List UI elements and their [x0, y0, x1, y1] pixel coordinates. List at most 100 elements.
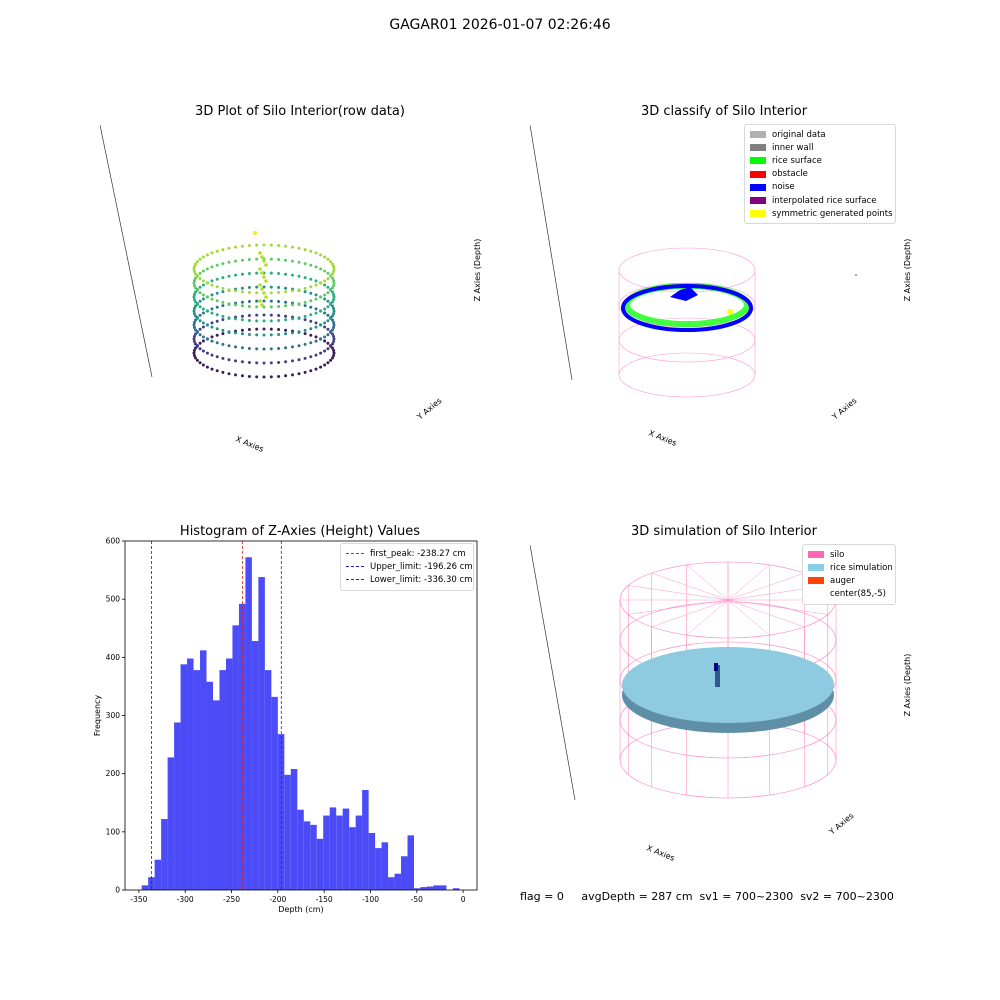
- panel4-xaxis: [530, 545, 576, 801]
- panel1-point: [326, 271, 330, 275]
- panel1-point: [253, 231, 257, 235]
- histogram-bar: [342, 808, 350, 890]
- panel1-point: [234, 289, 237, 293]
- panel2-legend: original data inner wall rice surface obsta…: [744, 124, 896, 225]
- panel1-point: [240, 318, 244, 322]
- panel1-point: [234, 373, 237, 377]
- panel4-3d-simulation[interactable]: -400-2000200400600-600-400-2000200400600…: [530, 545, 960, 880]
- panel2-ytick-label: 1000: [530, 125, 548, 127]
- panel1-point: [303, 314, 307, 318]
- panel1-point: [291, 289, 294, 293]
- panel1-point: [201, 269, 205, 273]
- panel4-xtick-label: 200: [530, 545, 537, 547]
- panel1-point: [227, 344, 231, 348]
- panel2-legend-swatch: [750, 210, 766, 218]
- panel1-xtick-label: 1250: [100, 125, 109, 127]
- panel1-point: [215, 285, 219, 289]
- panel1-point: [326, 299, 330, 303]
- panel2-legend-swatch: [750, 131, 766, 139]
- panel1-point: [192, 307, 196, 310]
- panel1-xtick-label: 0: [100, 125, 102, 127]
- panel1-point: [192, 326, 196, 329]
- panel1-ytick-label: 500: [100, 125, 113, 127]
- panel1-point: [234, 317, 237, 321]
- panel1-xlabel: X Axies: [234, 435, 265, 454]
- panel1-point: [277, 375, 281, 378]
- panel1-point: [201, 363, 205, 367]
- panel2-legend-item: original data: [750, 128, 890, 141]
- panel2-legend-swatch: [750, 183, 766, 191]
- panel1-point: [210, 279, 214, 283]
- panel1-point: [215, 327, 219, 331]
- panel2-xtick-label: 250: [530, 125, 537, 127]
- panel1-point: [221, 370, 225, 374]
- panel1-point: [323, 335, 327, 339]
- panel2-ztick-label: -750: [530, 125, 546, 127]
- panel1-ytick-label: 1000: [100, 125, 118, 127]
- panel1-point: [319, 351, 323, 355]
- histogram-ytick-label: 500: [106, 595, 121, 604]
- panel1-point: [262, 333, 266, 337]
- panel1-point: [215, 319, 219, 323]
- histogram-legend-item: Lower_limit: -336.30 cm: [346, 573, 472, 586]
- panel1-point: [262, 299, 266, 303]
- histogram-xtick-label: -300: [177, 895, 194, 904]
- histogram-ytick-label: 600: [106, 537, 121, 546]
- panel1-point: [215, 291, 219, 295]
- panel1-point: [221, 314, 225, 318]
- panel1-xaxis: [100, 125, 153, 378]
- panel1-point: [201, 297, 205, 301]
- panel1-point: [314, 307, 318, 311]
- panel1-point: [255, 347, 259, 351]
- panel1-point: [227, 246, 231, 250]
- panel1-point: [332, 284, 336, 287]
- panel1-point: [314, 353, 318, 357]
- panel1-point: [260, 303, 264, 307]
- histogram-legend-swatch: [346, 566, 364, 568]
- panel1-point: [195, 316, 199, 320]
- panel1-point: [195, 274, 199, 278]
- panel4-silo-roof-wire: [727, 572, 805, 601]
- panel1-point: [303, 370, 307, 374]
- panel1-point: [215, 299, 219, 303]
- panel1-point: [332, 267, 336, 271]
- panel1-point: [240, 272, 244, 276]
- panel2-legend-item: noise: [750, 181, 890, 194]
- panel1-point: [264, 263, 268, 267]
- panel1-point: [260, 255, 264, 259]
- histogram-bar: [200, 650, 207, 890]
- panel1-point: [309, 263, 313, 267]
- panel4-auger-top: [714, 663, 718, 671]
- panel1-point: [194, 314, 197, 318]
- panel1-point: [303, 276, 307, 280]
- panel1-point: [210, 251, 214, 255]
- panel1-3d-plot[interactable]: -500-250025050075010001250-5000500100015…: [100, 125, 500, 485]
- panel1-point: [247, 361, 251, 364]
- status-line: flag = 0 avgDepth = 287 cm sv1 = 700~230…: [520, 890, 894, 903]
- panel2-legend-item: obstacle: [750, 168, 890, 181]
- histogram-chart[interactable]: -350 -300 -250 -200 -150 -100 -50 0 0 100 200 300 40…: [80, 530, 490, 920]
- panel1-point: [284, 314, 288, 318]
- panel1-point: [269, 319, 273, 323]
- histogram-bar: [407, 835, 415, 890]
- panel1-point: [309, 333, 313, 337]
- panel1-point: [269, 285, 273, 289]
- panel1-ztick-label: -200: [100, 125, 116, 127]
- panel2-ztick-label: -1250: [530, 125, 550, 127]
- panel1-point: [194, 286, 197, 290]
- histogram-ytick-label: 100: [106, 827, 121, 836]
- panel1-point: [221, 332, 225, 336]
- panel1-point: [201, 349, 205, 353]
- panel1-point: [192, 284, 196, 287]
- panel1-point: [269, 291, 273, 295]
- panel4-auger: [715, 665, 720, 687]
- panel1-point: [332, 340, 336, 343]
- panel1-point: [314, 279, 318, 283]
- panel2-legend-label: interpolated rice surface: [772, 195, 877, 206]
- panel1-point: [234, 303, 237, 307]
- panel1-point: [194, 262, 197, 266]
- panel1-point: [291, 331, 294, 335]
- panel1-point: [277, 291, 281, 294]
- panel2-legend-label: rice surface: [772, 155, 822, 166]
- panel2-3d-classify[interactable]: -750-500-250025050075010001250-500-25002…: [530, 125, 960, 485]
